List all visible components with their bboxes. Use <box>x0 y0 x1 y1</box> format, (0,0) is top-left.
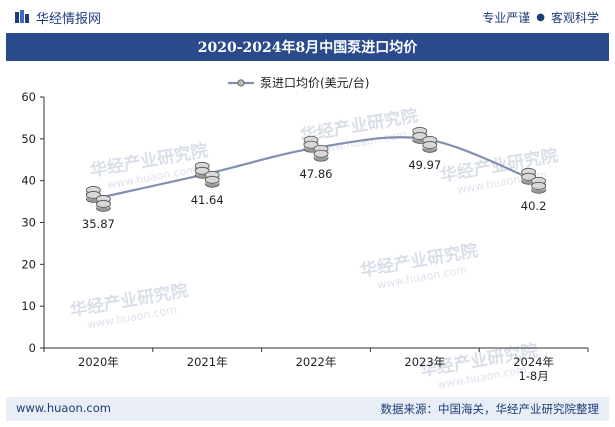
y-tick-label: 50 <box>21 132 36 146</box>
x-tick-label: 2021年 <box>187 355 228 369</box>
footer-website[interactable]: www.huaon.com <box>16 401 111 415</box>
data-label: 40.2 <box>521 199 547 213</box>
data-label: 41.64 <box>191 193 224 207</box>
chart-title: 2020-2024年8月中国泵进口均价 <box>197 40 418 56</box>
x-tick-label: 2022年 <box>296 355 337 369</box>
x-tick-label: 2020年 <box>78 355 119 369</box>
y-tick-label: 60 <box>21 90 36 104</box>
x-tick-label: 2024年 <box>513 355 554 369</box>
data-point-marker <box>194 161 220 188</box>
y-tick-label: 10 <box>21 299 36 313</box>
data-label: 47.86 <box>300 167 333 181</box>
footer-source: 数据来源：中国海关，华经产业研究院整理 <box>380 402 600 416</box>
slogan-separator: ● <box>536 12 545 23</box>
data-point-marker <box>303 135 329 162</box>
data-label: 49.97 <box>408 158 441 172</box>
y-tick-label: 0 <box>29 341 36 355</box>
brand-name: 华经情报网 <box>36 11 102 27</box>
slogan: 专业严谨 ● 客观科学 <box>482 9 599 26</box>
data-label: 35.87 <box>82 217 115 231</box>
chart-title-bar: 2020-2024年8月中国泵进口均价 <box>6 33 609 61</box>
slogan-right: 客观科学 <box>550 11 599 25</box>
legend: 泵进口均价(美元/台) <box>228 75 369 90</box>
data-point-marker <box>412 127 438 153</box>
y-tick-label: 30 <box>21 216 36 230</box>
footer-bar: www.huaon.com 数据来源：中国海关，华经产业研究院整理 <box>6 397 609 421</box>
data-point-marker <box>521 167 546 194</box>
legend-marker <box>237 79 245 87</box>
brand[interactable]: 华经情报网 <box>14 8 102 27</box>
y-tick-label: 40 <box>21 174 36 188</box>
x-tick-label: 1-8月 <box>518 369 548 383</box>
top-bar: 华经情报网 专业严谨 ● 客观科学 <box>0 0 615 33</box>
huajing-logo-icon <box>15 10 29 23</box>
slogan-left: 专业严谨 <box>482 11 531 25</box>
legend-label: 泵进口均价(美元/台) <box>260 75 369 90</box>
data-point-marker <box>86 186 111 212</box>
x-tick-label: 2023年 <box>404 355 445 369</box>
y-tick-label: 20 <box>21 257 36 271</box>
line-chart: 华经产业研究院www.huaon.com华经产业研究院www.huaon.com… <box>21 75 589 392</box>
